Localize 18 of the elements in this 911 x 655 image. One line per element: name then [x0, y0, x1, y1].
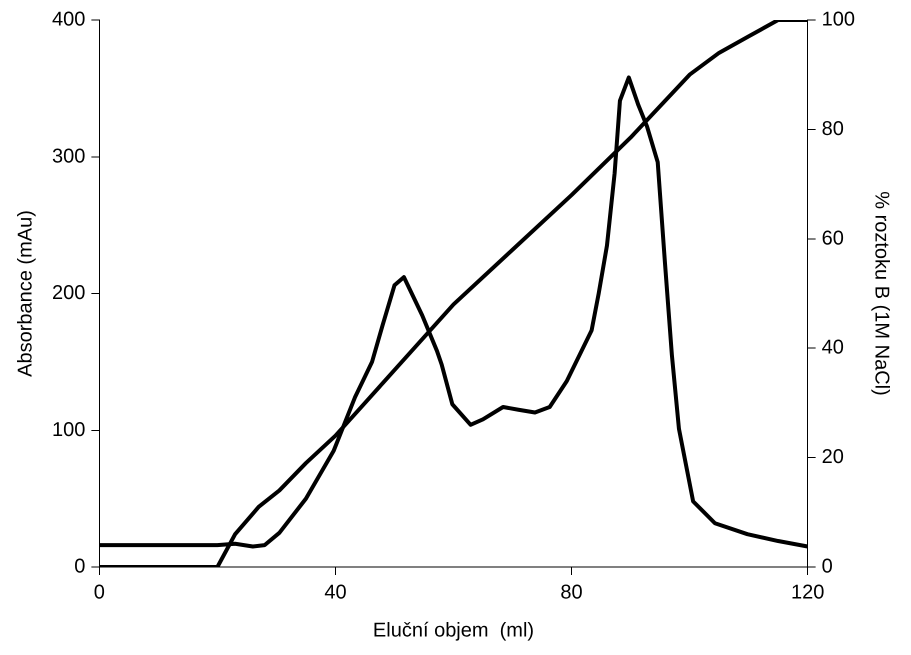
x-tick-label: 0	[94, 582, 105, 604]
y2-tick-label: 80	[822, 118, 844, 140]
x-tick-label: 120	[790, 582, 824, 604]
y2-tick-label: 40	[822, 336, 844, 359]
y2-axis-title: % roztoku B (1M NaCl)	[870, 191, 892, 396]
y-tick-label: 0	[74, 556, 86, 578]
x-tick-label: 40	[324, 582, 347, 604]
y-tick-label: 200	[52, 282, 86, 304]
y2-tick-label: 100	[822, 8, 856, 31]
y-tick-label: 100	[52, 418, 86, 441]
y-tick-label: 300	[52, 145, 86, 168]
y2-tick-label: 60	[822, 227, 844, 250]
y2-tick-label: 20	[822, 446, 844, 468]
y-tick-label: 400	[52, 8, 86, 31]
y2-tick-label: 0	[822, 556, 833, 578]
x-axis-title: Eluční objem (ml)	[372, 620, 534, 642]
y-axis-title: Absorbance (mAu)	[14, 210, 37, 377]
x-tick-label: 80	[560, 582, 583, 604]
